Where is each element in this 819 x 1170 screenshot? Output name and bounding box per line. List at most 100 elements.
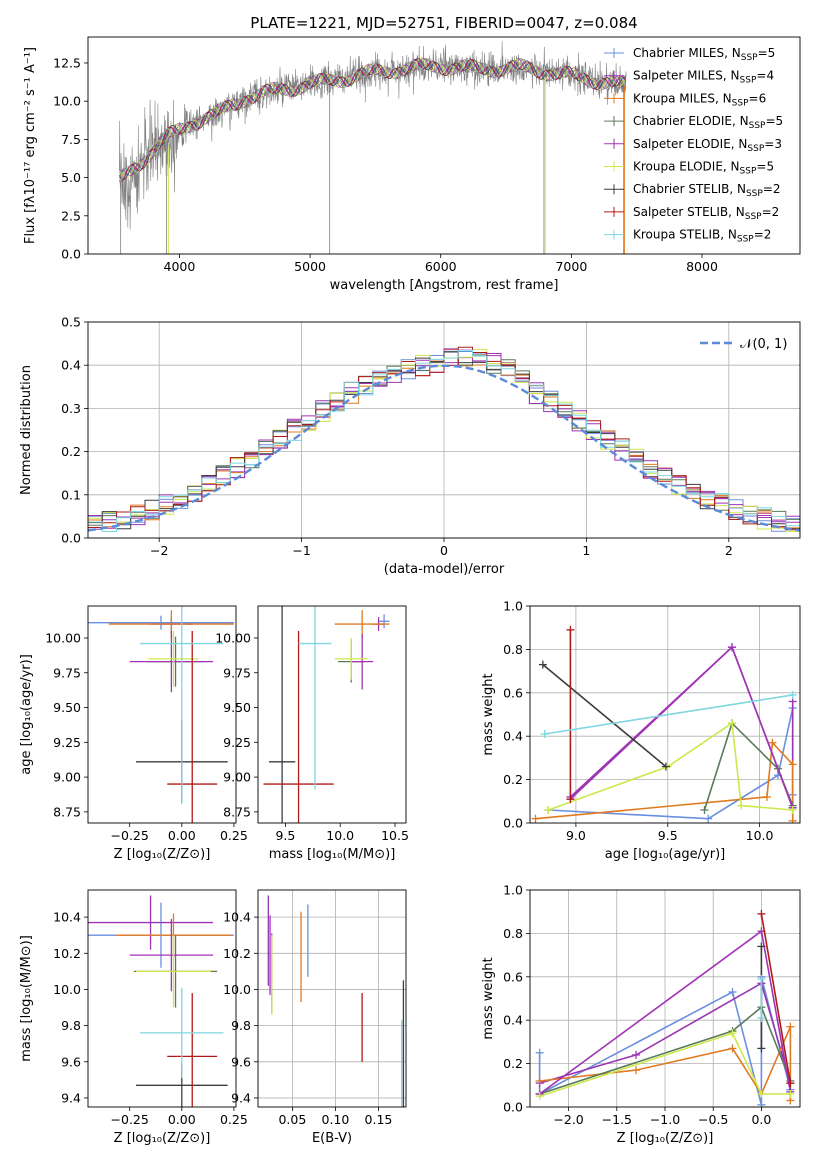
y-axis-label: mass weight: [481, 957, 496, 1039]
model-spectrum-STELIB_Kroupa: [119, 58, 627, 183]
x-axis-label: Z [log₁₀(Z/Z⊙)]: [617, 1131, 714, 1146]
x-tick-label: 4000: [164, 259, 196, 274]
series-MILES_Kroupa: [539, 1026, 792, 1101]
y-tick-label: 0.0: [503, 816, 523, 831]
y-axis-label: mass [log₁₀(M/M⊙)]: [19, 935, 34, 1062]
x-tick-label: 0.00: [168, 828, 196, 843]
y-tick-label: 9.6: [231, 1054, 251, 1069]
legend-value: =6: [749, 91, 767, 105]
y-axis-label: Normed distribution: [19, 365, 34, 495]
x-axis-label: Z [log₁₀(Z/Z⊙)]: [114, 1131, 211, 1146]
legend-value: =4: [756, 69, 774, 83]
y-tick-label: 0.4: [503, 1013, 523, 1028]
series-STELIB_Kroupa: [544, 694, 793, 735]
y-tick-label: 9.50: [223, 700, 251, 715]
figure-title: PLATE=1221, MJD=52751, FIBERID=0047, z=0…: [250, 14, 637, 32]
legend-value: =5: [756, 160, 774, 174]
y-tick-label: 10.0: [53, 94, 81, 109]
y-tick-label: 8.75: [223, 804, 251, 819]
model-spectrum-STELIB_Salpeter: [119, 58, 627, 183]
plot-area: [267, 895, 405, 1107]
plot-area: [88, 895, 234, 1107]
series-ELODIE_Kroupa: [539, 1032, 791, 1097]
panels: 4000 5000 6000 7000 80000.02.55.07.510.012.5…: [19, 36, 801, 1146]
x-tick-label: 10.5: [381, 828, 409, 843]
legend-entry: Kroupa ELODIE, NSSP=5: [633, 160, 774, 177]
x-tick-label: −0.25: [111, 1112, 149, 1127]
y-tick-label: 9.50: [53, 700, 81, 715]
x-axis-label: mass [log₁₀(M/M⊙)]: [269, 847, 396, 862]
axes-frame: [257, 605, 407, 824]
model-spectrum-STELIB_Chabrier: [119, 57, 626, 180]
series-MILES_Kroupa: [535, 740, 794, 821]
y-tick-label: 9.75: [53, 665, 81, 680]
plot-area: [263, 606, 390, 823]
panel-age_vs_Z: −0.25 0.00 0.25 8.75 9.00 9.25 9.50 9.75 10.00 Z …: [19, 605, 248, 862]
y-tick-label: 10.4: [223, 910, 251, 925]
panel-mass_vs_ebv: 0.05 0.10 0.15 9.4 9.6 9.8 10.0 10.2 10.4 E(B-V): [223, 889, 407, 1146]
legend-entry: Chabrier MILES, NSSP=5: [633, 46, 775, 63]
panel-spectrum: 4000 5000 6000 7000 8000 0.0 2.5 5.0 7.5 10.0 12.5…: [23, 36, 801, 293]
plot-area: [88, 346, 800, 532]
plot-area: [119, 41, 627, 254]
axes-frame: [87, 605, 237, 824]
legend-value: =5: [758, 46, 776, 60]
series-MILES_Chabrier: [538, 976, 792, 1105]
legend-value: =2: [762, 205, 780, 219]
y-tick-label: 0.0: [61, 531, 81, 546]
y-tick-label: 0.5: [61, 315, 81, 330]
panel-mass_vs_Z: −0.25 0.00 0.25 9.4 9.6 9.8 10.0 10.2 10.4 Z [log…: [19, 889, 248, 1146]
legend-value: =2: [763, 182, 781, 196]
legend-entry: Chabrier STELIB, NSSP=2: [633, 182, 781, 199]
x-tick-label: −1: [292, 543, 310, 558]
panel-residuals: −2 −1 0 1 2 0.0 0.1 0.2 0.3 0.4 0.5 (data-model)/er…: [19, 315, 801, 577]
x-tick-label: −1.5: [602, 1112, 632, 1127]
panel-massweight_vs_Z: −2.0 −1.5 −1.0 −0.5 0.0 0.0 0.2 0.4 0.6 0.8 1.0 Z […: [481, 883, 801, 1146]
y-tick-label: 0.4: [503, 729, 523, 744]
x-tick-label: 0.00: [168, 1112, 196, 1127]
x-tick-label: 0: [440, 543, 448, 558]
series-MILES_Salpeter: [539, 982, 792, 1084]
legend-entry: Salpeter ELODIE, NSSP=3: [633, 137, 782, 154]
x-tick-label: 7000: [555, 259, 587, 274]
series-STELIB_Salpeter: [760, 913, 792, 1084]
x-tick-label: 10.0: [326, 828, 354, 843]
x-tick-label: 6000: [425, 259, 457, 274]
y-tick-label: 10.2: [223, 946, 251, 961]
legend-value: =5: [765, 114, 783, 128]
y-tick-label: 0.0: [61, 247, 81, 262]
x-tick-label: 0.10: [322, 1112, 350, 1127]
model-spectrum-ELODIE_Kroupa: [119, 57, 627, 178]
y-tick-label: 0.0: [503, 1100, 523, 1115]
x-tick-label: −2.0: [553, 1112, 583, 1127]
axes-frame: [87, 321, 801, 539]
y-tick-label: 0.6: [503, 685, 523, 700]
x-tick-label: 0.0: [751, 1112, 771, 1127]
plot-area: [88, 606, 234, 823]
plot-area: [535, 909, 795, 1107]
observed-spectrum: [119, 41, 627, 230]
axes-frame: [257, 889, 407, 1108]
y-tick-label: 0.8: [503, 642, 523, 657]
y-tick-label: 10.0: [53, 982, 81, 997]
x-axis-label: Z [log₁₀(Z/Z⊙)]: [114, 847, 211, 862]
legend-entry: Kroupa MILES, NSSP=6: [633, 91, 766, 108]
y-axis-label: Flux [fλ10⁻¹⁷ erg cm⁻² s⁻¹ A⁻¹]: [23, 47, 38, 244]
y-tick-label: 1.0: [503, 599, 523, 614]
y-tick-label: 9.8: [61, 1018, 81, 1033]
x-tick-label: 10.0: [746, 828, 774, 843]
y-tick-label: 9.8: [231, 1018, 251, 1033]
x-axis-label: E(B-V): [312, 1131, 352, 1146]
x-tick-label: −1.0: [650, 1112, 680, 1127]
legend-subscript: SSP: [737, 235, 754, 245]
x-tick-label: 9.5: [658, 828, 678, 843]
legend-subscript: SSP: [745, 212, 762, 222]
y-tick-label: 9.25: [223, 735, 251, 750]
legend-entry: Chabrier ELODIE, NSSP=5: [633, 114, 783, 131]
y-tick-label: 0.3: [61, 401, 81, 416]
legend-subscript: SSP: [741, 53, 758, 63]
y-tick-label: 5.0: [61, 170, 81, 185]
x-axis-label: (data-model)/error: [384, 562, 505, 577]
x-tick-label: 0.05: [278, 1112, 306, 1127]
